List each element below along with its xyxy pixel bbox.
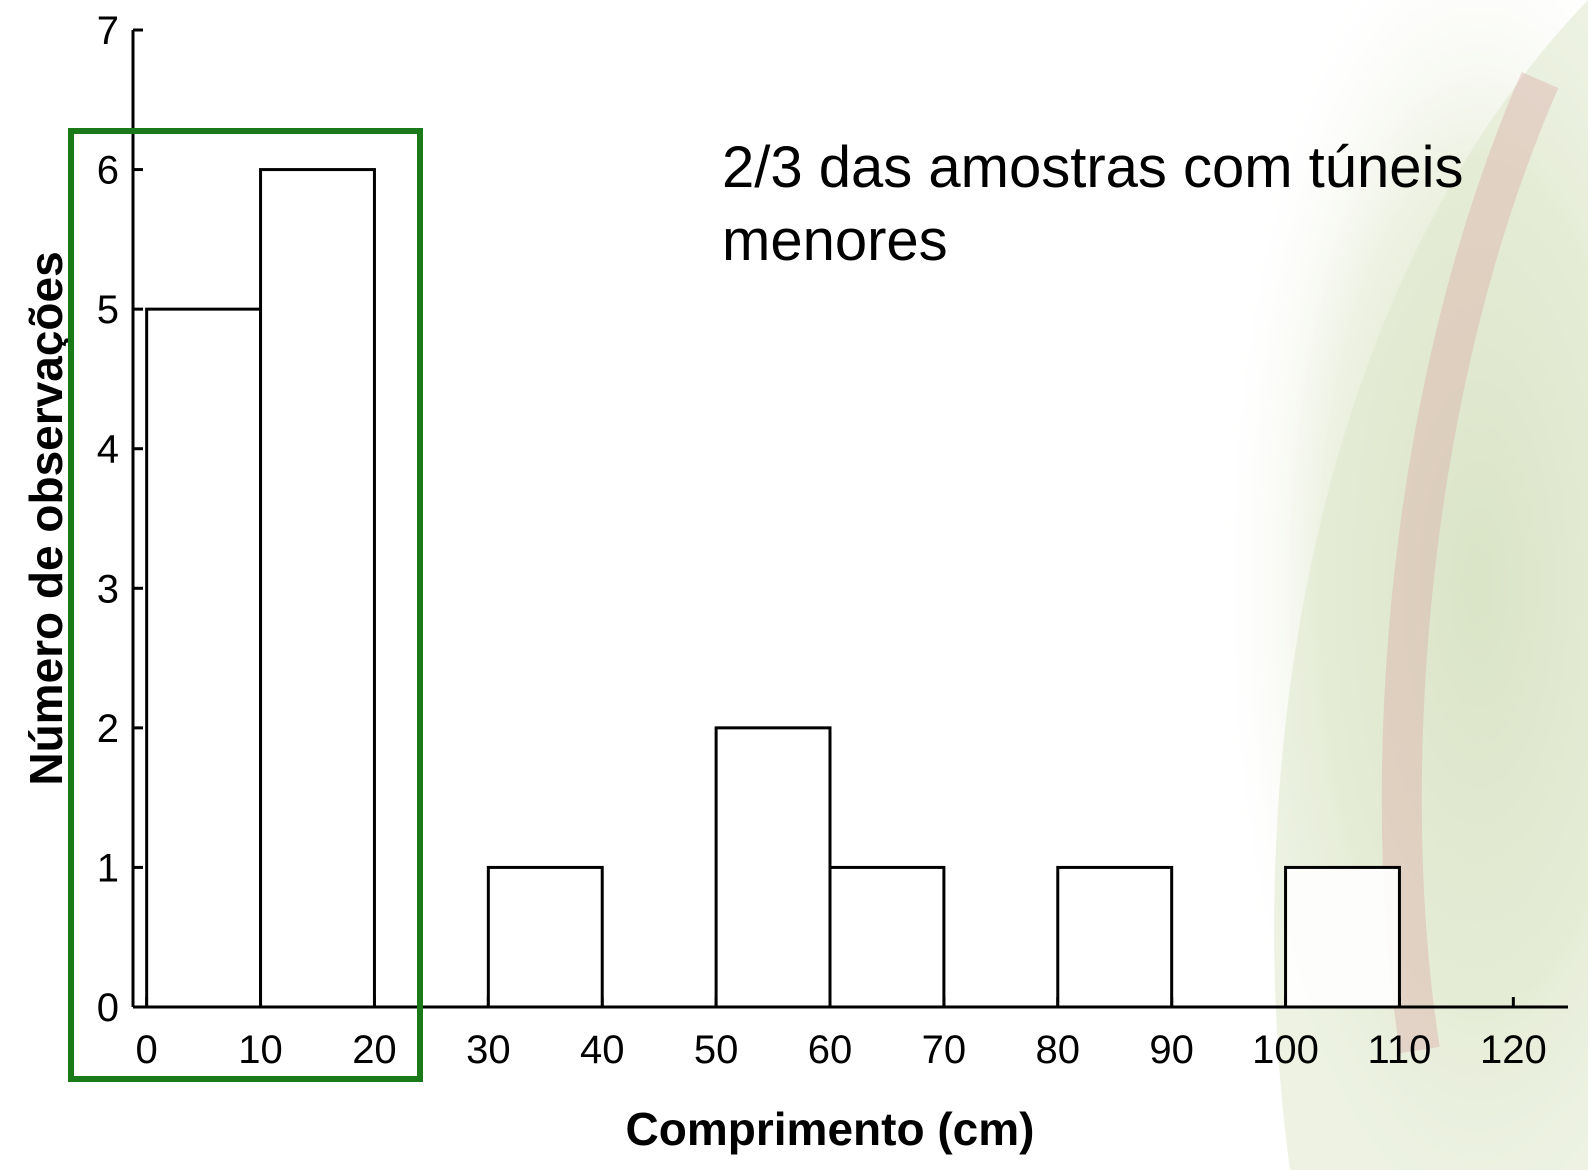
x-tick-label: 10 bbox=[238, 1028, 283, 1072]
x-tick-label: 100 bbox=[1252, 1028, 1319, 1072]
x-tick-label: 110 bbox=[1368, 1028, 1432, 1072]
x-tick-label: 70 bbox=[922, 1028, 967, 1072]
annotation: menores bbox=[722, 208, 948, 273]
bar bbox=[716, 728, 830, 1007]
y-tick-label: 6 bbox=[97, 149, 119, 193]
x-tick-label: 40 bbox=[580, 1028, 625, 1072]
x-tick-label: 20 bbox=[352, 1028, 397, 1072]
x-tick-label: 90 bbox=[1149, 1028, 1194, 1072]
x-tick-label: 50 bbox=[694, 1028, 739, 1072]
bar bbox=[261, 170, 375, 1007]
x-tick-label: 30 bbox=[466, 1028, 511, 1072]
y-tick-label: 7 bbox=[97, 9, 119, 53]
bar bbox=[830, 867, 944, 1007]
x-axis-label: Comprimento (cm) bbox=[626, 1103, 1035, 1155]
x-tick-label: 60 bbox=[808, 1028, 853, 1072]
x-tick-label: 120 bbox=[1480, 1028, 1547, 1072]
y-tick-label: 2 bbox=[97, 707, 119, 751]
page: 012345670102030405060708090100110120Comp… bbox=[0, 0, 1588, 1170]
x-tick-label: 0 bbox=[136, 1028, 158, 1072]
y-tick-label: 5 bbox=[97, 288, 119, 332]
bar bbox=[1286, 867, 1400, 1007]
chart: 012345670102030405060708090100110120Comp… bbox=[0, 0, 1588, 1170]
bar bbox=[147, 309, 261, 1007]
bar bbox=[1058, 867, 1172, 1007]
x-tick-label: 80 bbox=[1036, 1028, 1081, 1072]
y-axis-label: Número de observações bbox=[20, 251, 72, 785]
y-tick-label: 3 bbox=[97, 567, 119, 611]
annotation: 2/3 das amostras com túneis bbox=[722, 135, 1463, 200]
y-tick-label: 0 bbox=[97, 986, 119, 1030]
y-tick-label: 1 bbox=[97, 846, 119, 890]
y-tick-label: 4 bbox=[97, 428, 119, 472]
bar bbox=[488, 867, 602, 1007]
